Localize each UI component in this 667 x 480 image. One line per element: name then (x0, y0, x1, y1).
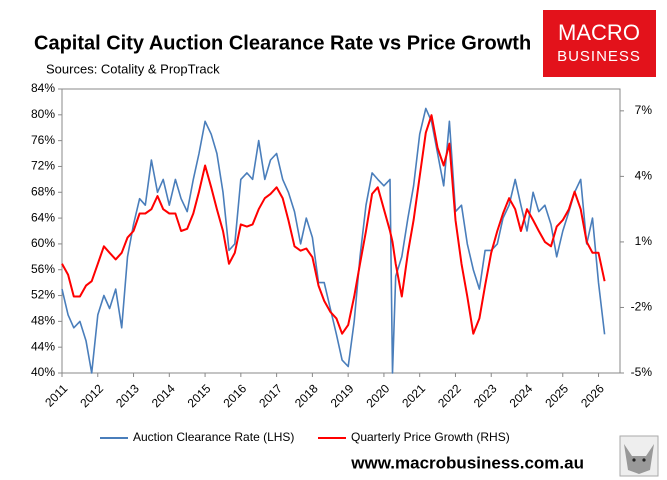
chart-subtitle: Sources: Cotality & PropTrack (46, 61, 220, 76)
y2-tick-label: -2% (631, 300, 653, 314)
logo-box (543, 10, 656, 77)
logo-text: MACRO (558, 20, 640, 45)
y-tick-label: 52% (31, 288, 55, 302)
y-tick-label: 56% (31, 262, 55, 276)
chart-title: Capital City Auction Clearance Rate vs P… (34, 32, 531, 54)
y-tick-label: 44% (31, 339, 55, 353)
y2-tick-label: -5% (631, 365, 653, 379)
y2-tick-label: 7% (635, 103, 653, 117)
y-tick-label: 84% (31, 81, 55, 95)
y2-tick-label: 4% (635, 169, 653, 183)
legend-label: Quarterly Price Growth (RHS) (351, 430, 510, 444)
y-tick-label: 64% (31, 210, 55, 224)
logo-text: BUSINESS (557, 48, 641, 65)
y-tick-label: 40% (31, 365, 55, 379)
y-tick-label: 48% (31, 314, 55, 328)
y-tick-label: 68% (31, 184, 55, 198)
y2-tick-label: 1% (635, 234, 653, 248)
series-line (61, 107, 606, 374)
y-tick-label: 60% (31, 236, 55, 250)
y-tick-label: 76% (31, 133, 55, 147)
y-tick-label: 72% (31, 159, 55, 173)
series-line (61, 114, 606, 335)
plot-frame (61, 88, 621, 374)
legend-label: Auction Clearance Rate (LHS) (133, 430, 294, 444)
y-tick-label: 80% (31, 107, 55, 121)
footer: www.macrobusiness.com.au (350, 453, 584, 472)
wolf-icon (619, 435, 659, 477)
